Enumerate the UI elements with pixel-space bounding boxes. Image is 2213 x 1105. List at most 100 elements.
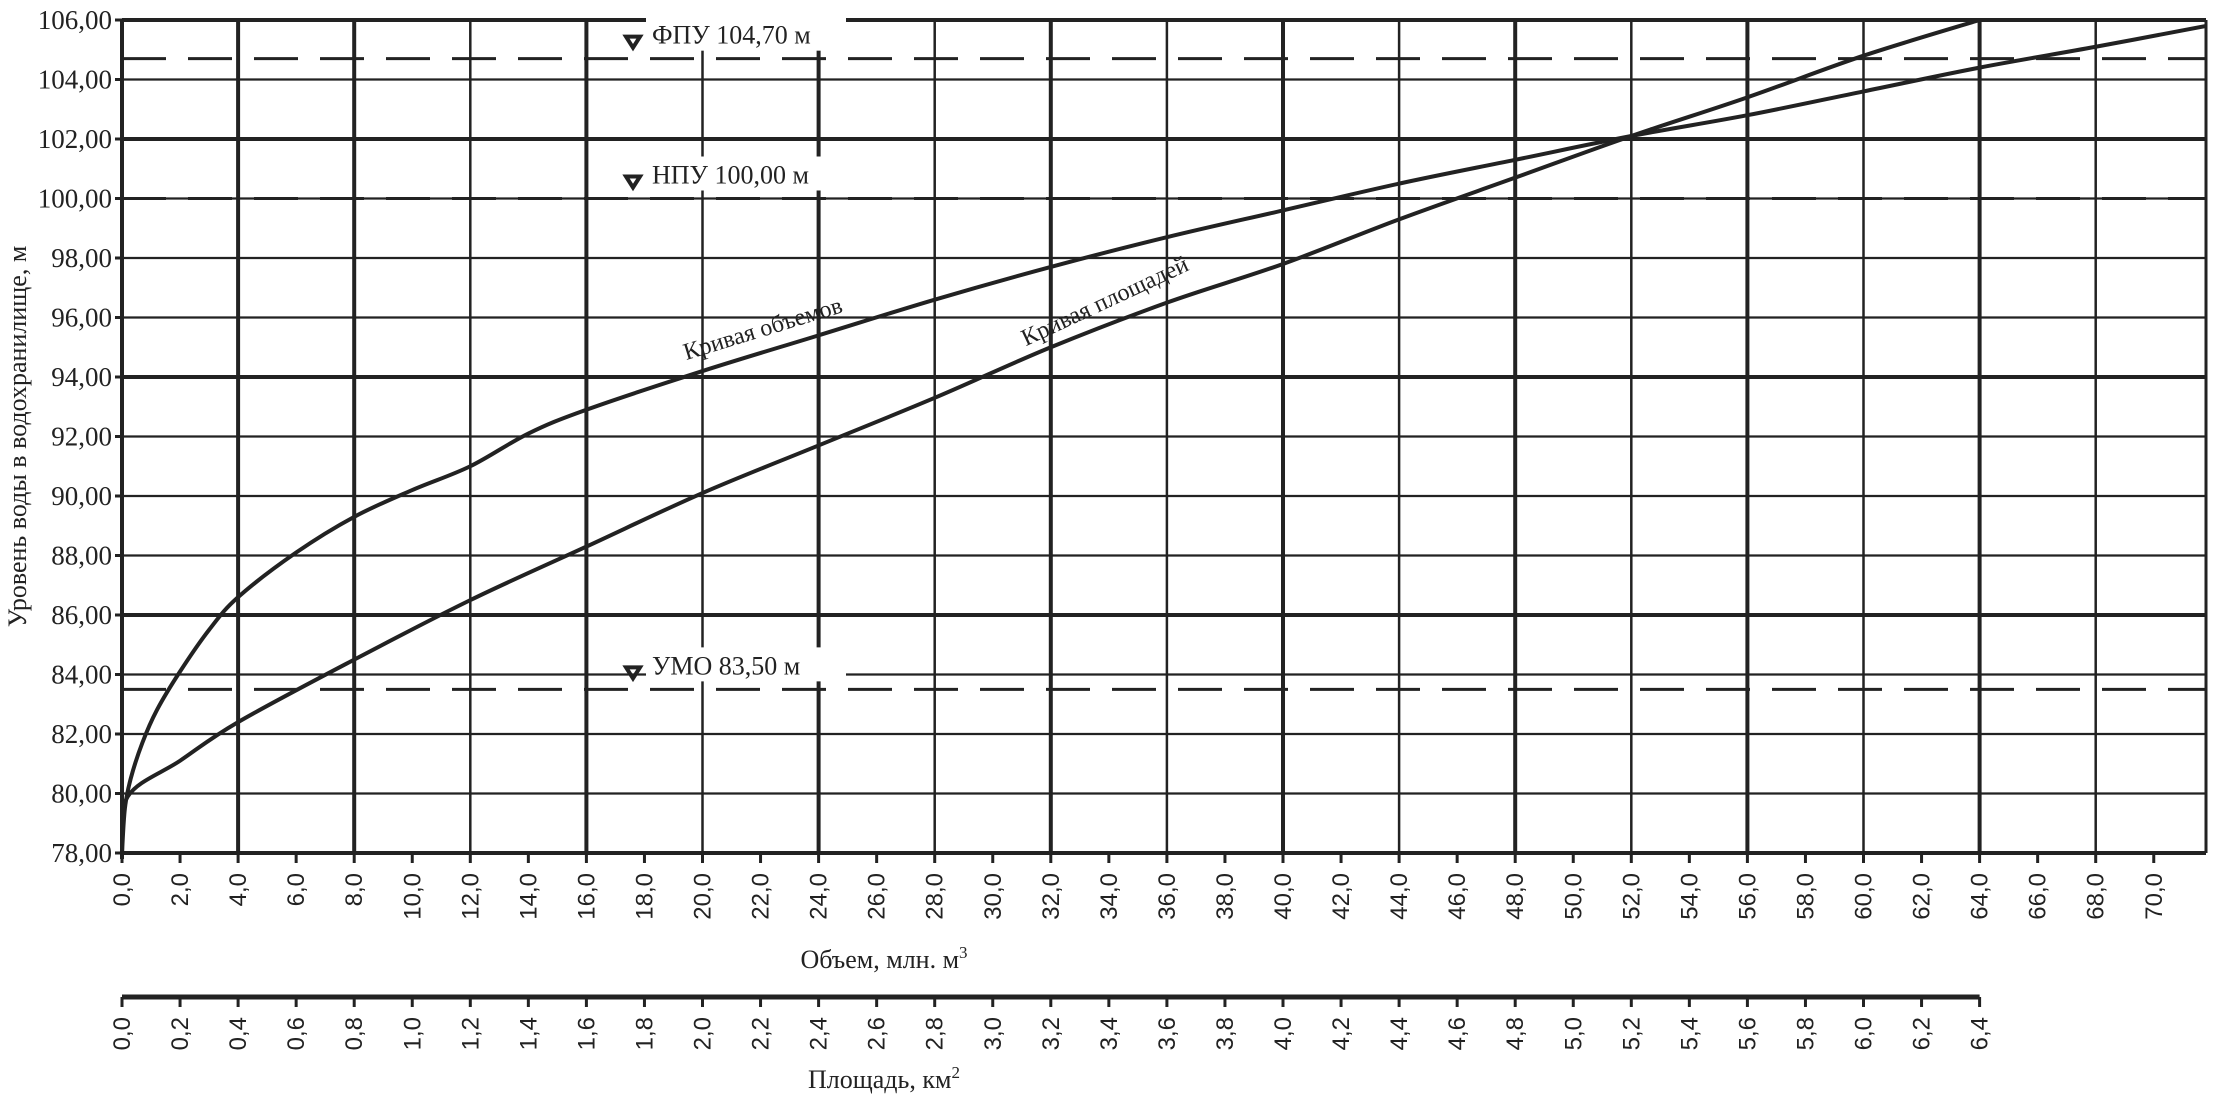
x-tick-label: 2,0 xyxy=(167,873,194,906)
x2-tick-label: 4,4 xyxy=(1386,1017,1413,1050)
x-axis-title: Объем, млн. м3 xyxy=(800,943,967,974)
y-tick-label: 82,00 xyxy=(51,719,112,749)
x2-tick-label: 5,6 xyxy=(1734,1017,1761,1050)
series-line-area xyxy=(122,20,1981,853)
x2-tick-label: 4,0 xyxy=(1270,1017,1297,1050)
x-tick-label: 64,0 xyxy=(1967,873,1994,920)
x2-tick-label: 0,8 xyxy=(341,1017,368,1050)
x2-tick-label: 3,4 xyxy=(1096,1017,1123,1050)
x-tick-label: 46,0 xyxy=(1444,873,1471,920)
y-tick-label: 106,00 xyxy=(38,5,112,35)
x-tick-label: 52,0 xyxy=(1618,873,1645,920)
x-tick-label: 12,0 xyxy=(457,873,484,920)
y-tick-label: 88,00 xyxy=(51,541,112,571)
x-tick-label: 36,0 xyxy=(1154,873,1181,920)
x-tick-label: 20,0 xyxy=(690,873,717,920)
x2-tick-label: 2,4 xyxy=(806,1017,833,1050)
x-tick-label: 28,0 xyxy=(922,873,949,920)
x-tick-label: 14,0 xyxy=(515,873,542,920)
x-tick-label: 70,0 xyxy=(2141,873,2168,920)
reference-label: НПУ 100,00 м xyxy=(652,161,809,190)
reference-label: ФПУ 104,70 м xyxy=(652,21,811,50)
x-tick-label: 34,0 xyxy=(1096,873,1123,920)
x-tick-label: 68,0 xyxy=(2083,873,2110,920)
triangle-down-icon xyxy=(622,174,644,192)
triangle-down-icon xyxy=(622,34,644,52)
y-tick-label: 78,00 xyxy=(51,838,112,868)
reference-label-bg xyxy=(646,156,846,191)
x2-tick-label: 2,0 xyxy=(690,1017,717,1050)
x-axis-title-text: Объем, млн. м xyxy=(800,945,959,974)
x-tick-label: 26,0 xyxy=(864,873,891,920)
x2-tick-label: 1,6 xyxy=(573,1017,600,1050)
y-tick-label: 86,00 xyxy=(51,600,112,630)
x-tick-label: 18,0 xyxy=(631,873,658,920)
y-tick-label: 96,00 xyxy=(51,303,112,333)
x-tick-label: 48,0 xyxy=(1502,873,1529,920)
x2-tick-label: 3,0 xyxy=(980,1017,1007,1050)
x-axis-title-sup: 3 xyxy=(959,943,968,962)
x2-tick-label: 0,6 xyxy=(283,1017,310,1050)
x-tick-label: 60,0 xyxy=(1851,873,1878,920)
x2-tick-label: 0,0 xyxy=(109,1017,136,1050)
x2-tick-label: 6,2 xyxy=(1909,1017,1936,1050)
x2-tick-label: 3,6 xyxy=(1154,1017,1181,1050)
x-tick-label: 62,0 xyxy=(1909,873,1936,920)
y-tick-label: 92,00 xyxy=(51,422,112,452)
x-tick-label: 56,0 xyxy=(1734,873,1761,920)
y-tick-label: 100,00 xyxy=(38,184,112,214)
x-tick-label: 22,0 xyxy=(748,873,775,920)
x2-tick-label: 4,2 xyxy=(1328,1017,1355,1050)
x-tick-label: 6,0 xyxy=(283,873,310,906)
x-tick-label: 40,0 xyxy=(1270,873,1297,920)
x-tick-label: 54,0 xyxy=(1676,873,1703,920)
curve-label-volume: Кривая объемов xyxy=(680,293,845,366)
y-axis-title: Уровень воды в водохранилище, м xyxy=(3,246,32,628)
x2-tick-label: 5,2 xyxy=(1618,1017,1645,1050)
x2-tick-label: 3,8 xyxy=(1212,1017,1239,1050)
x-tick-label: 50,0 xyxy=(1560,873,1587,920)
x-tick-label: 32,0 xyxy=(1038,873,1065,920)
x2-tick-label: 3,2 xyxy=(1038,1017,1065,1050)
reference-label-bg xyxy=(646,16,846,51)
x2-tick-label: 1,4 xyxy=(515,1017,542,1050)
x-tick-label: 24,0 xyxy=(806,873,833,920)
x2-tick-label: 2,2 xyxy=(748,1017,775,1050)
x2-tick-label: 5,0 xyxy=(1560,1017,1587,1050)
x-tick-label: 66,0 xyxy=(2025,873,2052,920)
y-tick-label: 80,00 xyxy=(51,779,112,809)
x-tick-label: 16,0 xyxy=(573,873,600,920)
y-tick-label: 104,00 xyxy=(38,65,112,95)
x-tick-label: 30,0 xyxy=(980,873,1007,920)
x-tick-label: 8,0 xyxy=(341,873,368,906)
x2-tick-label: 5,8 xyxy=(1792,1017,1819,1050)
y-tick-label: 102,00 xyxy=(38,124,112,154)
x2-tick-label: 0,2 xyxy=(167,1017,194,1050)
reference-label-bg xyxy=(646,647,846,682)
y-tick-label: 94,00 xyxy=(51,362,112,392)
x2-tick-label: 1,0 xyxy=(399,1017,426,1050)
x2-axis-title-sup: 2 xyxy=(951,1063,960,1082)
reference-label: УМО 83,50 м xyxy=(652,651,800,680)
x2-tick-label: 1,2 xyxy=(457,1017,484,1050)
y-tick-label: 98,00 xyxy=(51,243,112,273)
x-tick-label: 42,0 xyxy=(1328,873,1355,920)
x2-tick-label: 2,6 xyxy=(864,1017,891,1050)
x-tick-label: 0,0 xyxy=(109,873,136,906)
x-tick-label: 58,0 xyxy=(1792,873,1819,920)
x2-axis-title: Площадь, км2 xyxy=(808,1063,960,1094)
series-line-volume xyxy=(122,23,2206,853)
x2-axis-title-text: Площадь, км xyxy=(808,1065,951,1094)
x-tick-label: 4,0 xyxy=(225,873,252,906)
triangle-down-icon xyxy=(622,665,644,683)
x-tick-label: 44,0 xyxy=(1386,873,1413,920)
x2-tick-label: 1,8 xyxy=(631,1017,658,1050)
y-tick-label: 90,00 xyxy=(51,481,112,511)
x-tick-label: 10,0 xyxy=(399,873,426,920)
x2-tick-label: 6,4 xyxy=(1967,1017,1994,1050)
x2-tick-label: 4,8 xyxy=(1502,1017,1529,1050)
x2-tick-label: 4,6 xyxy=(1444,1017,1471,1050)
x2-tick-label: 6,0 xyxy=(1851,1017,1878,1050)
x-tick-label: 38,0 xyxy=(1212,873,1239,920)
